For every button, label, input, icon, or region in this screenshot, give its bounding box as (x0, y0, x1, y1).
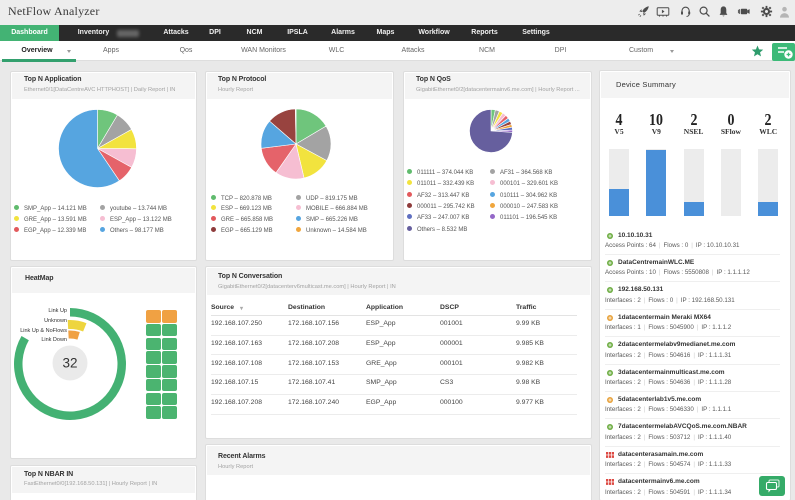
svg-text:32: 32 (62, 356, 77, 371)
